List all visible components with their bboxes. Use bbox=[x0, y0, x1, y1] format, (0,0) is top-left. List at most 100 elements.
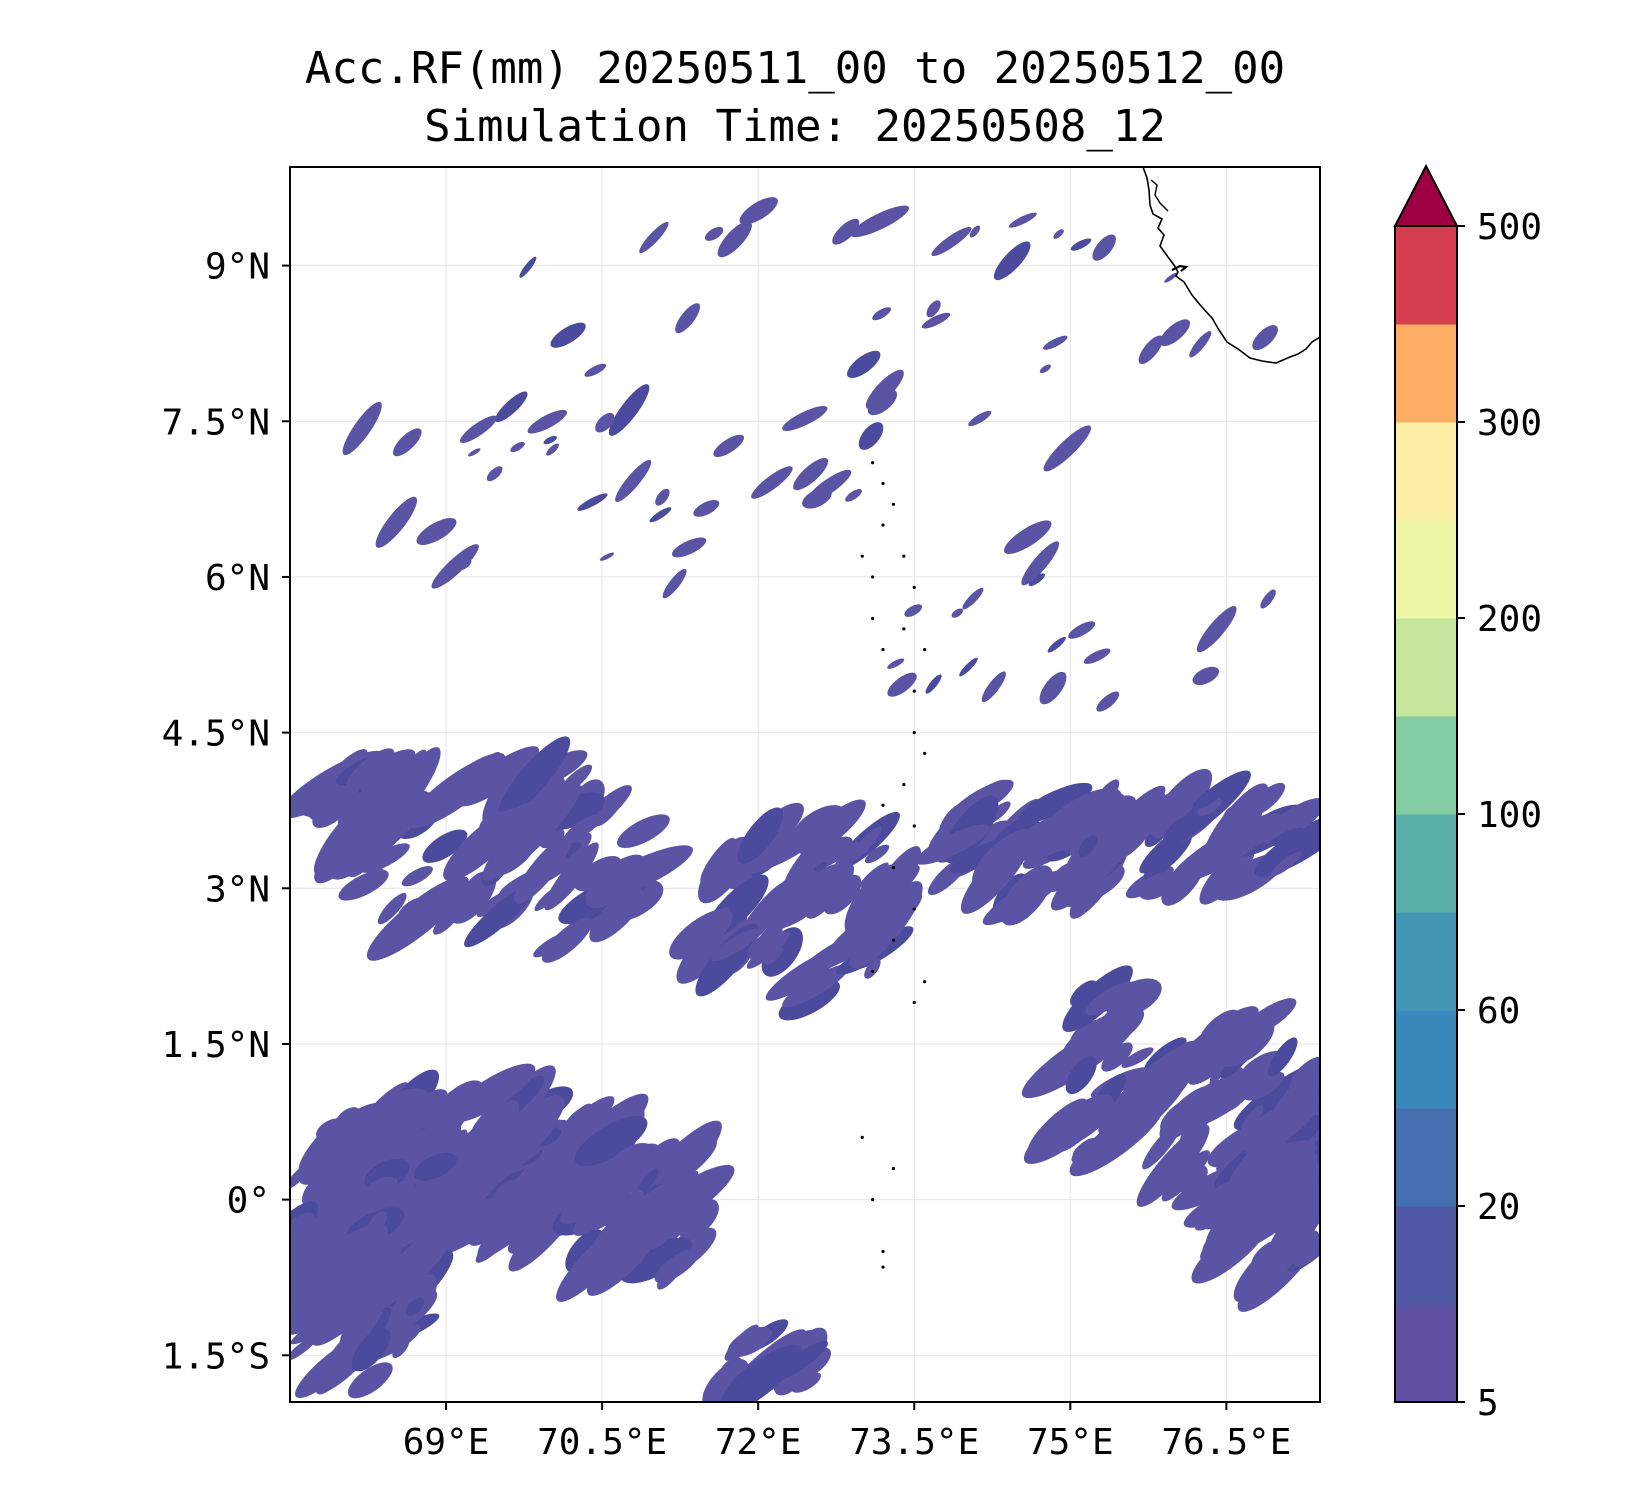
cbtick-label-6: 500 bbox=[1477, 207, 1542, 248]
rain-cell-514 bbox=[1197, 797, 1222, 817]
rain-cell-716 bbox=[904, 604, 922, 617]
cbtick-label-2: 60 bbox=[1477, 991, 1520, 1032]
rain-cell-423 bbox=[864, 844, 890, 864]
coastline-india-inlet bbox=[1150, 179, 1169, 212]
rain-cell-415 bbox=[763, 945, 783, 965]
rain-cell-672 bbox=[739, 197, 778, 225]
rain-cell-289 bbox=[721, 1344, 803, 1402]
rain-cell-715 bbox=[925, 674, 942, 694]
rain-cell-266 bbox=[657, 1171, 699, 1211]
rain-cell-116 bbox=[377, 1088, 431, 1125]
rain-cell-676 bbox=[595, 412, 615, 433]
rain-cell-438 bbox=[849, 881, 923, 969]
cbtick-label-0: 5 bbox=[1477, 1383, 1499, 1424]
island-dot-14 bbox=[923, 751, 927, 755]
rain-cell-705 bbox=[704, 226, 724, 241]
rain-cell-380 bbox=[401, 866, 433, 887]
rain-cell-155 bbox=[290, 1323, 323, 1345]
rain-cell-114 bbox=[431, 1135, 513, 1227]
rain-cell-574 bbox=[1268, 1037, 1298, 1077]
rain-cell-267 bbox=[586, 1222, 661, 1296]
rain-cell-712 bbox=[1192, 666, 1220, 686]
rain-region-14 bbox=[887, 520, 1276, 712]
rain-cell-682 bbox=[847, 350, 881, 379]
rain-cell-684 bbox=[717, 220, 752, 258]
island-dot-1 bbox=[881, 481, 885, 486]
colorbar-bin-4 bbox=[1395, 912, 1457, 1011]
rain-cell-680 bbox=[872, 307, 892, 321]
island-dot-5 bbox=[871, 575, 875, 579]
rain-region-8 bbox=[1026, 768, 1320, 906]
rain-region-7 bbox=[915, 779, 1150, 926]
colorbar-extend-arrow bbox=[1393, 163, 1459, 227]
ytick-label-5: 1.5°N bbox=[162, 1025, 270, 1066]
rain-cell-141 bbox=[448, 1063, 536, 1123]
rain-cell-396 bbox=[782, 964, 850, 1008]
rain-cell-610 bbox=[1200, 1194, 1308, 1262]
rain-cell-303 bbox=[330, 749, 368, 782]
rain-cell-698 bbox=[1189, 330, 1212, 358]
rain-cell-521 bbox=[1138, 871, 1177, 900]
rain-cell-220 bbox=[294, 1279, 336, 1322]
cbtick-label-1: 20 bbox=[1477, 1187, 1520, 1228]
island-dot-21 bbox=[871, 969, 875, 973]
rain-cell-139 bbox=[505, 1131, 527, 1151]
rain-cell-714 bbox=[981, 671, 1006, 703]
rain-cell-492 bbox=[1143, 834, 1192, 881]
rain-cell-690 bbox=[1053, 229, 1064, 239]
rain-cell-554 bbox=[1161, 1150, 1210, 1202]
rain-cell-710 bbox=[959, 657, 978, 677]
colorbar bbox=[1393, 163, 1459, 1403]
rain-cell-187 bbox=[290, 1212, 316, 1278]
rain-cell-385 bbox=[443, 807, 523, 881]
xtick-label-1: 70.5°E bbox=[537, 1422, 667, 1463]
rain-cell-628 bbox=[1121, 1047, 1154, 1068]
rain-cell-381 bbox=[514, 834, 572, 905]
island-dot-26 bbox=[871, 1198, 875, 1202]
rain-cell-112 bbox=[464, 1100, 519, 1155]
rain-region-12 bbox=[342, 384, 862, 599]
rain-cell-670 bbox=[416, 518, 457, 545]
island-dot-8 bbox=[871, 616, 875, 621]
rainfall-field bbox=[290, 197, 1320, 1402]
maldives-islands bbox=[860, 461, 927, 1269]
rain-cell-665 bbox=[845, 489, 862, 502]
rain-cell-503 bbox=[1254, 811, 1320, 877]
rain-cell-353 bbox=[381, 747, 441, 828]
rain-cell-657 bbox=[543, 435, 557, 445]
rain-cell-313 bbox=[337, 778, 397, 829]
rain-cell-440 bbox=[806, 871, 848, 919]
colorbar-bin-9 bbox=[1395, 422, 1457, 521]
rain-cell-316 bbox=[380, 755, 411, 781]
rain-cell-504 bbox=[1261, 797, 1320, 844]
rain-cell-110 bbox=[549, 1096, 615, 1154]
rain-cell-695 bbox=[865, 369, 904, 409]
coastline-india bbox=[1142, 167, 1320, 364]
colorbar-bin-8 bbox=[1395, 520, 1457, 619]
rain-cell-667 bbox=[793, 457, 829, 491]
rain-cell-372 bbox=[563, 814, 603, 842]
rain-cell-683 bbox=[921, 312, 951, 329]
rain-cell-517 bbox=[1192, 791, 1220, 809]
xtick-label-2: 72°E bbox=[715, 1422, 802, 1463]
rain-cell-606 bbox=[1275, 1191, 1320, 1240]
island-dot-25 bbox=[891, 1166, 896, 1171]
rain-cell-711 bbox=[1003, 520, 1052, 554]
rain-cell-136 bbox=[522, 1193, 554, 1225]
cbtick-label-5: 300 bbox=[1477, 403, 1542, 444]
ytick-label-1: 7.5°N bbox=[162, 402, 270, 443]
rain-cell-717 bbox=[951, 608, 964, 618]
rain-cell-218 bbox=[370, 1220, 458, 1310]
latitude-ticks: 9°N 7.5°N 6°N 4.5°N 3°N 1.5°N 0° 1.5°S bbox=[162, 247, 290, 1377]
rain-cell-364 bbox=[360, 843, 410, 873]
island-dot-28 bbox=[881, 1265, 885, 1269]
xtick-label-0: 69°E bbox=[403, 1422, 490, 1463]
rain-cell-703 bbox=[1138, 335, 1164, 365]
rain-cell-470 bbox=[1019, 782, 1093, 823]
rain-cell-646 bbox=[577, 493, 608, 511]
rain-cell-674 bbox=[1043, 425, 1092, 472]
colorbar-bin-6 bbox=[1395, 716, 1457, 815]
rain-cell-677 bbox=[519, 256, 537, 278]
ytick-label-3: 4.5°N bbox=[162, 714, 270, 755]
rain-cell-639 bbox=[1101, 1042, 1133, 1072]
